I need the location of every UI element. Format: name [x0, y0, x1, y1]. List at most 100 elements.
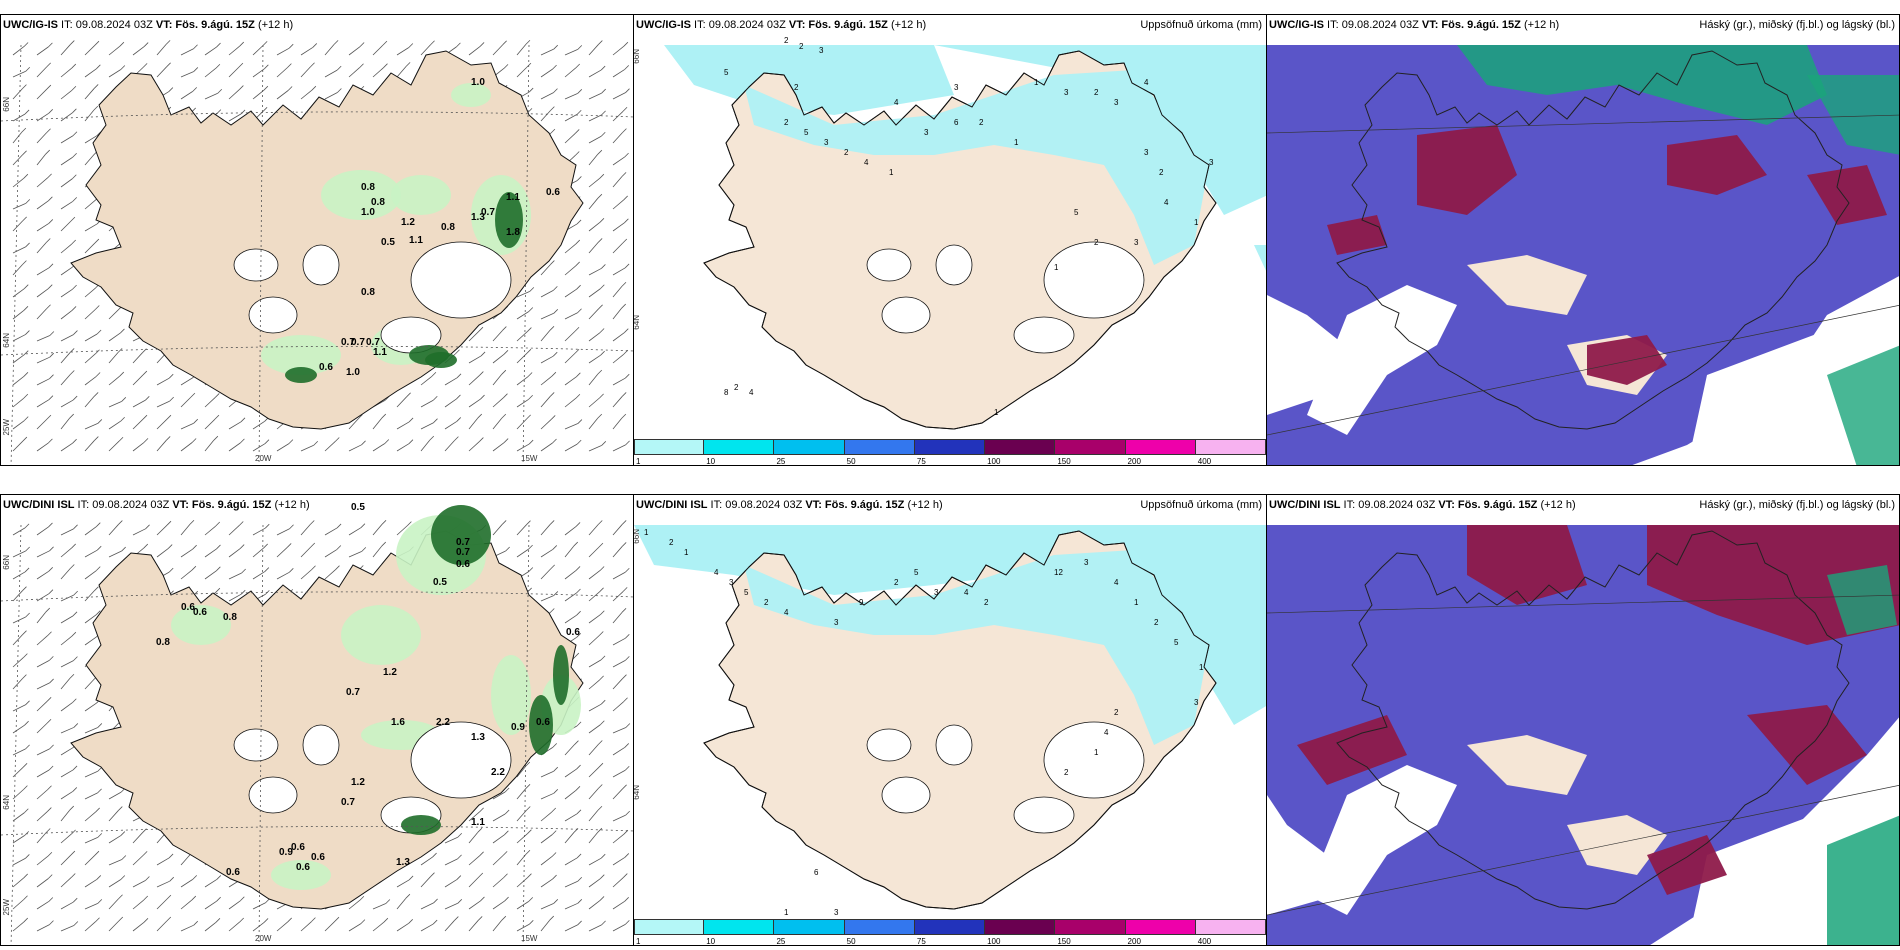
- model-name: UWC/IG-IS: [636, 19, 691, 31]
- precip-value-label: 0.6: [296, 862, 310, 873]
- precip-value-label: 1.3: [471, 732, 485, 743]
- accum-value-label: 4: [1164, 198, 1169, 207]
- precip-value-label: 0.7: [366, 337, 380, 348]
- precip-value-label: 1.2: [351, 777, 365, 788]
- accum-value-label: 3: [1084, 558, 1089, 567]
- lat-label-64n: 64N: [633, 315, 641, 330]
- precip-value-label: 2.2: [491, 767, 505, 778]
- precip-colorbar: 1 10 25 50 75 100 150 200 400: [634, 919, 1266, 945]
- lat-label-64n: 64N: [2, 795, 11, 810]
- precip-value-label: 1.1: [373, 347, 387, 358]
- accum-value-label: 2: [894, 578, 899, 587]
- accum-value-label: 2: [764, 598, 769, 607]
- precip-value-label: 1.1: [471, 817, 485, 828]
- valid-time: VT: Fös. 9.ágú. 15Z: [788, 19, 888, 31]
- field-title: Háský (gr.), miðský (fj.bl.) og lágský (…: [1699, 499, 1895, 511]
- colorbar-frame: [634, 439, 1266, 455]
- panel-header: UWC/DINI ISL IT: 09.08.2024 03Z VT: Fös.…: [3, 499, 310, 511]
- precip-value-label: 1.0: [471, 77, 485, 88]
- model-name: UWC/IG-IS: [3, 19, 58, 31]
- precip-value-label: 0.8: [371, 197, 385, 208]
- panel-header: UWC/IG-IS IT: 09.08.2024 03Z VT: Fös. 9.…: [3, 19, 293, 31]
- accum-value-label: 5: [914, 568, 919, 577]
- valid-time: VT: Fös. 9.ágú. 15Z: [155, 19, 255, 31]
- accum-value-label: 1: [644, 528, 649, 537]
- precip-value-label: 0.6: [456, 559, 470, 570]
- accum-value-label: 4: [894, 98, 899, 107]
- precip-value-label: 0.7: [481, 207, 495, 218]
- map-svg: 0.50.70.70.60.50.60.6 0.80.80.61.20.71.6 2…: [1, 502, 633, 945]
- accum-value-label: 4: [1114, 578, 1119, 587]
- accum-value-label: 4: [1104, 728, 1109, 737]
- accum-value-label: 3: [819, 46, 824, 55]
- colorbar-tick-label: 1: [636, 457, 641, 466]
- precip-value-label: 1.0: [346, 367, 360, 378]
- colorbar-swatch: [634, 919, 705, 935]
- accum-value-label: 2: [1064, 768, 1069, 777]
- field-title: Uppsöfnuð úrkoma (mm): [1140, 499, 1262, 511]
- accum-value-label: 3: [924, 128, 929, 137]
- accum-value-label: 5: [1174, 638, 1179, 647]
- colorbar-tick-label: 150: [1057, 457, 1071, 466]
- valid-time: VT: Fös. 9.ágú. 15Z: [172, 499, 272, 511]
- accum-value-label: 3: [834, 908, 839, 917]
- valid-time: VT: Fös. 9.ágú. 15Z: [1438, 499, 1538, 511]
- precip-value-label: 0.6: [226, 867, 240, 878]
- map-svg: [1267, 495, 1899, 945]
- accum-value-label: 3: [1134, 238, 1139, 247]
- accum-value-label: 1: [684, 548, 689, 557]
- colorbar-swatch: [634, 439, 705, 455]
- precip-value-label: 0.8: [223, 612, 237, 623]
- colorbar-swatch: [1055, 439, 1126, 455]
- panel-header: UWC/DINI ISL IT: 09.08.2024 03Z VT: Fös.…: [636, 499, 943, 511]
- precip-value-label: 0.8: [361, 287, 375, 298]
- model-name: UWC/IG-IS: [1269, 19, 1324, 31]
- colorbar-tick-label: 100: [987, 457, 1001, 466]
- precip-value-label: 0.6: [536, 717, 550, 728]
- precip-value-label: 1.2: [383, 667, 397, 678]
- precip-value-label: 0.6: [181, 602, 195, 613]
- lead-time: (+12 h): [904, 499, 943, 511]
- model-name: UWC/DINI ISL: [636, 499, 708, 511]
- precip-value-label: 1.3: [396, 857, 410, 868]
- lead-time: (+12 h): [271, 499, 310, 511]
- init-time: IT: 09.08.2024 03Z: [691, 19, 789, 31]
- accum-value-label: 8: [724, 388, 729, 397]
- colorbar-tick-label: 50: [846, 457, 856, 466]
- lon-label-15w: 15W: [521, 454, 538, 463]
- accum-value-label: 1: [1094, 748, 1099, 757]
- colorbar-tick-label: 1: [636, 937, 641, 946]
- accum-value-label: 4: [749, 388, 754, 397]
- accum-value-label: 1: [1054, 263, 1059, 272]
- lat-label-25w: 25W: [2, 419, 11, 436]
- accum-value-label: 2: [1159, 168, 1164, 177]
- lon-label-20w: 20W: [255, 934, 272, 943]
- accum-value-label: 1: [1194, 218, 1199, 227]
- precip-value-label: 2.2: [436, 717, 450, 728]
- accum-value-label: 2: [979, 118, 984, 127]
- precip-value-label: 0.7: [341, 337, 355, 348]
- accum-value-label: 3: [1114, 98, 1119, 107]
- accum-value-label: 3: [729, 578, 734, 587]
- accum-value-label: 1: [1134, 598, 1139, 607]
- accum-value-label: 2: [844, 148, 849, 157]
- precip-value-label: 0.8: [156, 637, 170, 648]
- accum-value-label: 2: [799, 42, 804, 51]
- accum-value-label: 3: [954, 83, 959, 92]
- colorbar-swatch: [1055, 919, 1126, 935]
- init-time: IT: 09.08.2024 03Z: [707, 499, 806, 511]
- precip-value-label: 0.7: [456, 547, 470, 558]
- colorbar-swatch: [774, 919, 845, 935]
- colorbar-swatch: [704, 439, 775, 455]
- model-name: UWC/DINI ISL: [1269, 499, 1341, 511]
- accum-value-label: 5: [724, 68, 729, 77]
- accum-value-label: 2: [784, 118, 789, 127]
- colorbar-swatch: [1125, 439, 1196, 455]
- accum-value-label: 3: [1064, 88, 1069, 97]
- accum-value-label: 1: [784, 908, 789, 917]
- accum-value-label: 2: [1094, 238, 1099, 247]
- panel-accum-precip-dini: UWC/DINI ISL IT: 09.08.2024 03Z VT: Fös.…: [633, 494, 1267, 946]
- precip-value-label: 0.7: [346, 687, 360, 698]
